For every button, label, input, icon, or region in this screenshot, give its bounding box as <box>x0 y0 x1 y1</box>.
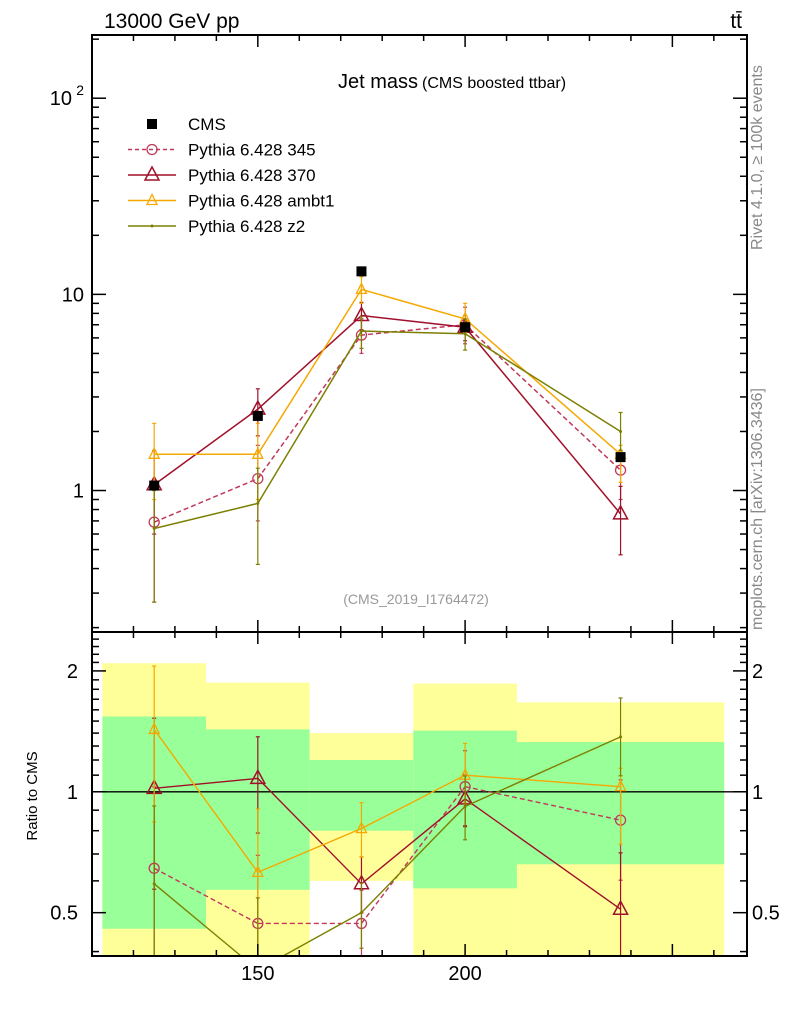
legend-item: Pythia 6.428 345 <box>128 141 316 160</box>
plot-title: Jet mass <box>338 71 418 93</box>
data-point <box>460 322 471 333</box>
ratio-point <box>148 721 161 735</box>
ratio-line <box>153 883 242 957</box>
ratio-y-tick-label: 2 <box>752 661 763 683</box>
ratio-frame <box>91 631 748 957</box>
y-tick-exponent: 2 <box>76 82 84 98</box>
legend-label: CMS <box>188 115 226 134</box>
data-point <box>359 329 363 333</box>
ratio-line <box>465 774 621 788</box>
ratio-point <box>612 899 629 915</box>
legend-item: Pythia 6.428 370 <box>128 165 316 185</box>
data-point <box>149 480 160 491</box>
ratio-y-tick-label: 1 <box>67 782 78 804</box>
legend-marker <box>143 165 161 181</box>
ratio-line <box>153 867 259 925</box>
ratio-line <box>282 912 362 957</box>
ratio-line <box>257 827 362 874</box>
ratio-line <box>464 798 621 910</box>
ratio-point <box>359 911 363 915</box>
data-point <box>256 501 260 505</box>
ratio-uncertainty-bands <box>102 663 725 956</box>
data-point <box>148 446 161 459</box>
legend-marker <box>146 143 158 156</box>
ratio-ylabel: Ratio to CMS <box>24 751 41 840</box>
ratio-plot <box>92 665 747 957</box>
y-tick-label: 10 <box>62 284 84 306</box>
data-point <box>463 332 467 336</box>
legend-label: Pythia 6.428 z2 <box>188 217 305 236</box>
ratio-line <box>464 785 621 821</box>
ratio-point <box>619 735 623 739</box>
series-pythia-6-428-ambt1 <box>148 276 627 501</box>
x-tick-label: 200 <box>448 963 481 985</box>
legend-label: Pythia 6.428 345 <box>188 141 316 160</box>
y-tick-label: 1 <box>73 481 84 503</box>
legend-item: Pythia 6.428 ambt1 <box>128 192 334 211</box>
mcplots-label: mcplots.cern.ch [arXiv:1306.3436] <box>749 388 766 630</box>
legend: CMS Pythia 6.428 345 Pythia 6.428 370 Pythi… <box>128 115 334 236</box>
data-point <box>619 429 623 433</box>
ratio-y-tick-label: 1 <box>752 782 763 804</box>
rivet-label: Rivet 4.1.0, ≥ 100k events <box>749 65 766 250</box>
series-pythia-6-428-370 <box>145 301 629 556</box>
ratio-point <box>355 821 368 834</box>
ratio-line <box>361 798 466 885</box>
legend-label: Pythia 6.428 ambt1 <box>188 192 334 211</box>
ratio-line <box>154 777 258 790</box>
series-line <box>153 314 622 515</box>
legend-marker <box>147 119 157 129</box>
data-point <box>152 527 156 531</box>
legend-item: Pythia 6.428 z2 <box>128 217 305 236</box>
plot-subtitle: (CMS boosted ttbar) <box>422 75 566 92</box>
legend-label: Pythia 6.428 370 <box>188 166 316 185</box>
energy-label: 13000 GeV pp <box>104 10 239 33</box>
ratio-line <box>360 805 466 914</box>
ratio-line <box>464 736 621 807</box>
x-tick-label: 150 <box>241 963 274 985</box>
series-line <box>153 323 622 523</box>
ratio-line <box>257 777 362 885</box>
y-tick-label: 10 <box>50 88 72 110</box>
ratio-point <box>249 768 267 785</box>
ratio-line <box>361 774 466 830</box>
main-plot <box>145 266 629 603</box>
data-point <box>356 266 367 277</box>
legend-item: CMS <box>147 115 226 134</box>
data-point <box>251 446 264 459</box>
series-pythia-6-428-z2 <box>152 316 623 603</box>
legend-marker <box>150 224 154 228</box>
ratio-y-tick-label: 0.5 <box>50 903 78 925</box>
analysis-tag: (CMS_2019_I1764472) <box>343 591 489 607</box>
ratio-line <box>360 786 466 924</box>
ratio-point <box>152 882 156 886</box>
process-label: tt̄ <box>730 10 742 33</box>
data-point <box>355 281 368 295</box>
ratio-line <box>153 729 259 873</box>
series-cms <box>149 266 626 491</box>
data-point <box>612 504 629 520</box>
ratio-point <box>463 804 467 808</box>
ratio-y-tick-label: 2 <box>67 661 78 683</box>
ratio-point <box>614 779 627 792</box>
data-point <box>252 410 263 421</box>
legend-marker <box>145 193 159 206</box>
ratio-point <box>251 864 264 878</box>
data-point <box>615 452 626 463</box>
ratio-y-tick-label: 0.5 <box>752 903 780 925</box>
